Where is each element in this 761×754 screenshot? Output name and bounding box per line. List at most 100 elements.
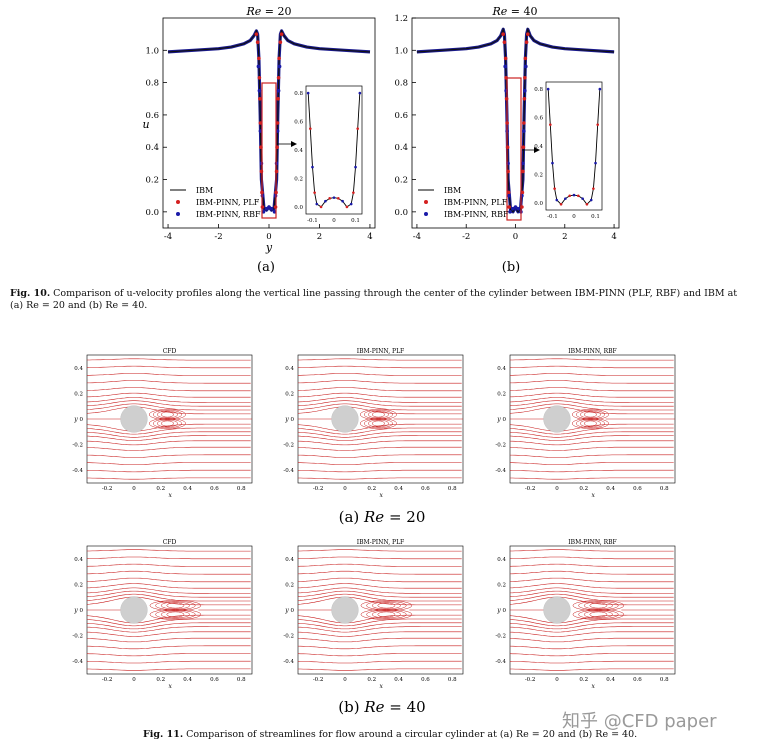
recirculation-vortex xyxy=(367,419,389,428)
streamline xyxy=(510,427,674,435)
streamline xyxy=(87,440,251,446)
streamline xyxy=(298,380,462,384)
streamline xyxy=(298,556,462,560)
recirculation-vortex xyxy=(583,420,597,427)
y-tick-label: 0.2 xyxy=(497,391,506,397)
y-tick-label: 0.6 xyxy=(145,111,159,121)
data-point xyxy=(503,64,507,69)
inset-data-point xyxy=(572,193,576,197)
data-point xyxy=(257,75,262,80)
x-tick-label: 0 xyxy=(132,486,136,492)
x-tick-label: 4 xyxy=(367,232,372,242)
zoom-highlight-box xyxy=(261,82,277,219)
inset-data-point xyxy=(546,87,550,91)
inset-y-tick-label: 0.0 xyxy=(294,205,303,211)
inset-y-tick-label: 0.0 xyxy=(534,201,543,207)
recirculation-vortex xyxy=(583,411,597,418)
cylinder xyxy=(331,405,359,433)
streamline xyxy=(510,435,674,441)
streamline xyxy=(298,446,462,451)
y-tick-label: -0.4 xyxy=(72,659,83,665)
streamline xyxy=(510,653,674,657)
y-tick-label: 0.4 xyxy=(394,143,408,153)
streamline xyxy=(298,626,462,633)
streamline xyxy=(298,653,462,657)
recirculation-vortex xyxy=(579,410,601,419)
recirculation-vortex xyxy=(366,600,407,611)
data-point xyxy=(521,161,525,166)
streamline xyxy=(298,549,462,552)
x-tick-label: 0.2 xyxy=(156,486,165,492)
inset-x-tick-label: 0.1 xyxy=(591,214,600,220)
x-tick-label: 0.8 xyxy=(237,486,246,492)
x-tick-label: 0.2 xyxy=(579,486,588,492)
recirculation-vortex xyxy=(589,611,608,618)
streamline xyxy=(87,570,251,575)
streamline xyxy=(87,403,251,411)
y-tick-label: -0.4 xyxy=(495,468,506,474)
recirculation-vortex xyxy=(149,609,202,620)
inset-data-point xyxy=(341,199,344,203)
recirculation-vortex xyxy=(377,611,396,618)
streamline xyxy=(87,431,251,438)
inset-data-point xyxy=(549,123,552,126)
inset-data-point xyxy=(306,91,310,95)
inset-y-tick-label: 0.8 xyxy=(534,87,543,93)
inset-data-point xyxy=(358,91,362,95)
streamline-panel: IBM-PINN, RBF -0.2 0 0.2 0.4 0.6 0.8 0.4 0.2 0 -0.… xyxy=(495,348,676,499)
inset-data-point xyxy=(311,165,314,169)
streamline xyxy=(87,477,251,480)
inset-data-point xyxy=(581,197,584,200)
x-tick-label: -0.2 xyxy=(525,677,536,683)
x-tick-label: 0 xyxy=(555,486,559,492)
data-point xyxy=(503,56,508,61)
x-axis-label: y xyxy=(265,241,273,254)
x-tick-label: -0.2 xyxy=(313,486,324,492)
recirculation-vortex xyxy=(156,410,178,419)
streamline xyxy=(298,645,462,650)
inset-data-point xyxy=(337,197,340,200)
inset-data-point xyxy=(356,127,359,130)
streamline xyxy=(298,358,462,361)
x-tick-label: 0.4 xyxy=(183,677,192,683)
x-tick-label: 4 xyxy=(611,232,616,242)
streamline xyxy=(510,614,674,624)
y-tick-label: 0.2 xyxy=(394,176,408,186)
recirculation-vortex xyxy=(363,418,393,429)
data-point xyxy=(275,121,280,125)
x-tick-label: 0.6 xyxy=(421,677,430,683)
data-point xyxy=(523,56,528,61)
streamline xyxy=(298,400,462,407)
watermark: 知乎 @CFD paper xyxy=(562,711,717,732)
streamline xyxy=(87,596,251,606)
recirculation-vortex xyxy=(578,609,619,620)
recirculation-vortex xyxy=(583,610,613,619)
streamline xyxy=(510,622,674,630)
y-tick-label: -0.2 xyxy=(72,634,83,640)
x-tick-label: 0 xyxy=(555,677,559,683)
streamline xyxy=(510,626,674,633)
recirculation-vortex xyxy=(377,602,396,609)
streamline xyxy=(87,577,251,583)
streamline xyxy=(298,469,462,473)
x-tick-label: -4 xyxy=(413,232,421,242)
y-tick-label: 0.2 xyxy=(74,582,83,588)
cylinder xyxy=(543,596,571,624)
data-point xyxy=(506,190,511,195)
streamlines xyxy=(510,358,675,480)
y-tick-label: -0.2 xyxy=(283,634,294,640)
x-axis-label: x xyxy=(379,683,383,690)
y-tick-label: 0 xyxy=(80,417,84,423)
data-point xyxy=(277,56,281,61)
streamline xyxy=(510,549,674,552)
inset-data-point xyxy=(553,187,556,190)
streamline xyxy=(298,570,462,575)
cylinder xyxy=(120,596,148,624)
streamline xyxy=(87,626,251,633)
streamlines xyxy=(510,549,675,671)
data-point xyxy=(502,40,507,45)
inset-x-tick-label: 0 xyxy=(572,214,576,220)
data-point xyxy=(275,129,280,133)
x-tick-label: 0.6 xyxy=(421,486,430,492)
x-tick-label: 0.2 xyxy=(579,677,588,683)
